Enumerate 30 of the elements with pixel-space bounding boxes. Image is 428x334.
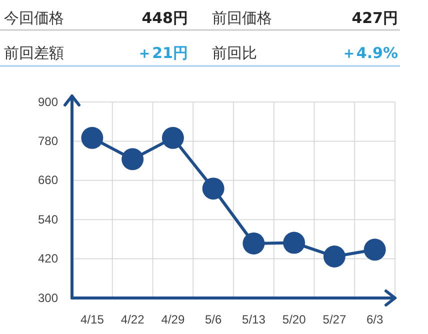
point (81, 126, 104, 149)
text: 前回差額 (4, 44, 64, 62)
y-tick-label: 420 (38, 252, 58, 266)
point (202, 178, 224, 200)
text: ＋4.9% (341, 44, 398, 62)
point (283, 232, 306, 254)
y-tick-label: 540 (38, 212, 58, 226)
x-tick-label: 5/13 (242, 312, 266, 327)
x-tick-label: 5/6 (204, 312, 222, 327)
x-tick-label: 5/27 (322, 312, 346, 327)
text: 448円 (142, 9, 188, 27)
text: 前回比 (212, 44, 257, 62)
x-tick-label: 6/3 (366, 312, 384, 327)
text: 前回価格 (212, 9, 272, 27)
x-tick-label: 4/29 (161, 312, 185, 327)
y-tick-label: 900 (38, 94, 58, 109)
x-tick-label: 4/22 (120, 312, 145, 327)
x-tick-label: 4/15 (80, 312, 104, 327)
y-tick-label: 660 (38, 173, 58, 188)
x-tick-label: 5/20 (282, 312, 306, 327)
point (364, 238, 386, 261)
point (242, 232, 265, 254)
y-tick-label: 300 (38, 290, 58, 305)
point (162, 126, 184, 149)
text: ＋21円 (137, 44, 188, 62)
point (122, 148, 144, 170)
point (323, 246, 346, 268)
text: 今回価格 (4, 9, 64, 27)
text: 427円 (352, 9, 398, 27)
y-tick-label: 780 (38, 134, 58, 148)
